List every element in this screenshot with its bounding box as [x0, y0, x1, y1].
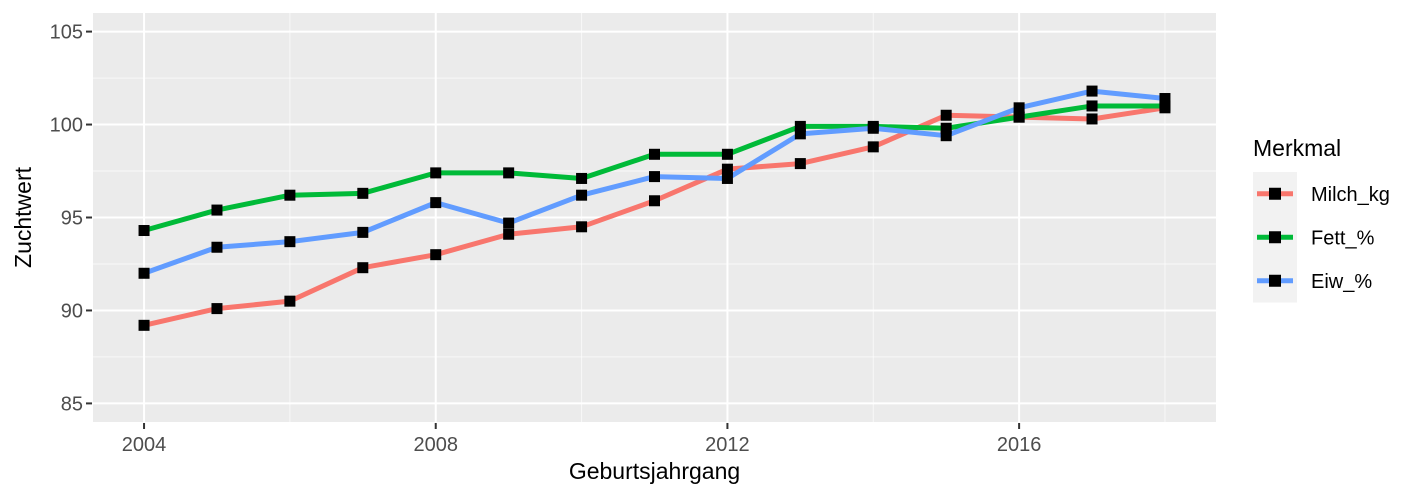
data-point-eiw-pct-2006: [284, 236, 296, 248]
data-point-fett-pct-2009: [503, 167, 515, 179]
data-point-fett-pct-2015: [940, 122, 952, 134]
data-point-milch-kg-2007: [357, 262, 369, 274]
legend-key-marker-eiw-pct: [1269, 274, 1281, 287]
data-point-eiw-pct-2017: [1086, 85, 1098, 97]
data-point-milch-kg-2005: [211, 303, 223, 315]
data-point-eiw-pct-2014: [867, 122, 879, 134]
data-point-milch-kg-2004: [138, 319, 150, 331]
data-point-eiw-pct-2004: [138, 267, 150, 279]
x-tick-label: 2004: [122, 434, 167, 456]
x-tick-label: 2012: [705, 434, 750, 456]
legend-label-milch-kg: Milch_kg: [1311, 184, 1390, 206]
y-tick-label: 100: [50, 115, 83, 137]
data-point-eiw-pct-2016: [1013, 102, 1025, 114]
legend-key-marker-milch-kg: [1269, 187, 1281, 200]
legend-title: Merkmal: [1253, 135, 1341, 161]
data-point-fett-pct-2018: [1159, 100, 1171, 112]
data-point-eiw-pct-2009: [503, 217, 515, 229]
data-point-eiw-pct-2018: [1159, 93, 1171, 105]
data-point-fett-pct-2013: [794, 120, 806, 132]
data-point-milch-kg-2014: [867, 141, 879, 153]
data-point-fett-pct-2008: [430, 167, 442, 179]
y-tick-label: 90: [61, 300, 83, 322]
data-point-fett-pct-2017: [1086, 100, 1098, 112]
data-point-milch-kg-2009: [503, 228, 515, 240]
legend-label-fett-pct: Fett_%: [1311, 227, 1375, 249]
data-point-eiw-pct-2011: [649, 171, 660, 183]
data-point-fett-pct-2006: [284, 189, 296, 201]
data-point-milch-kg-2017: [1086, 113, 1098, 125]
data-point-milch-kg-2010: [576, 221, 588, 233]
data-point-fett-pct-2010: [576, 172, 588, 184]
data-point-fett-pct-2007: [357, 187, 369, 199]
data-point-milch-kg-2008: [430, 249, 442, 261]
data-point-milch-kg-2013: [794, 158, 806, 170]
data-point-fett-pct-2011: [649, 148, 660, 160]
legend-label-eiw-pct: Eiw_%: [1311, 271, 1372, 293]
legend-key-marker-fett-pct: [1269, 231, 1281, 244]
data-point-eiw-pct-2005: [211, 241, 223, 253]
data-point-milch-kg-2012: [721, 163, 733, 175]
data-point-eiw-pct-2007: [357, 226, 369, 238]
data-point-eiw-pct-2015: [940, 130, 952, 142]
data-point-fett-pct-2012: [721, 148, 733, 160]
data-point-eiw-pct-2008: [430, 197, 442, 209]
x-axis-title: Geburtsjahrgang: [569, 458, 740, 484]
data-point-fett-pct-2016: [1013, 111, 1025, 123]
y-tick-label: 95: [61, 208, 83, 230]
data-point-fett-pct-2004: [138, 225, 150, 237]
y-tick-label: 105: [50, 22, 83, 44]
y-axis-title: Zuchtwert: [10, 166, 36, 268]
data-point-milch-kg-2011: [649, 195, 660, 207]
x-tick-label: 2016: [997, 434, 1042, 456]
data-point-milch-kg-2015: [940, 109, 952, 121]
data-point-eiw-pct-2012: [721, 172, 733, 184]
data-point-eiw-pct-2010: [576, 189, 588, 201]
x-tick-label: 2008: [413, 434, 458, 456]
data-point-fett-pct-2005: [211, 204, 223, 216]
data-point-eiw-pct-2013: [794, 128, 806, 140]
data-point-milch-kg-2006: [284, 295, 296, 307]
y-tick-label: 85: [61, 393, 83, 415]
